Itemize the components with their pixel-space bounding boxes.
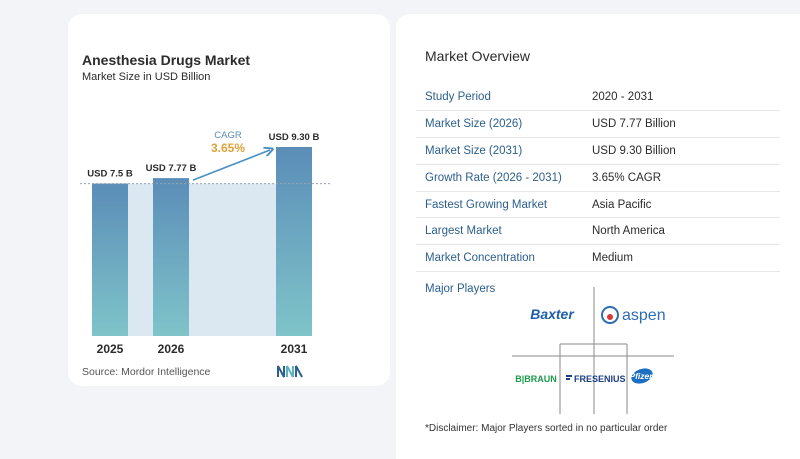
bar-2025 <box>92 183 128 336</box>
bar-2031 <box>276 147 312 336</box>
cagr-arrow <box>192 150 270 181</box>
overview-title: Market Overview <box>425 48 531 64</box>
x-tick-label: 2026 <box>158 342 185 356</box>
aspen-logo-icon <box>601 306 619 324</box>
overview-row-label: Fastest Growing Market <box>416 191 592 219</box>
value-label: USD 7.5 B <box>87 169 133 180</box>
value-label: USD 7.77 B <box>146 163 197 174</box>
bar-2026 <box>153 178 189 336</box>
disclaimer: *Disclaimer: Major Players sorted in no … <box>425 423 668 434</box>
overview-row-label: Market Concentration <box>416 244 592 273</box>
overview-row: Fastest Growing Market Asia Pacific <box>416 191 780 219</box>
overview-row-label: Growth Rate (2026 - 2031) <box>416 164 592 192</box>
overview-row: Largest Market North America <box>416 217 780 246</box>
cagr-label: CAGR <box>214 130 242 141</box>
fresenius-logo: FRESENIUS <box>574 374 626 384</box>
cagr-value: 3.65% <box>211 141 245 155</box>
overview-row-label: Market Size (2026) <box>416 110 592 139</box>
major-players-logos: Baxter aspen B|BRAUN FRESENIUS Pfizer <box>512 287 674 414</box>
baxter-logo: Baxter <box>530 306 575 322</box>
overview-row: Growth Rate (2026 - 2031) 3.65% CAGR <box>416 164 780 192</box>
growth-band <box>128 183 153 336</box>
overview-row: Market Size (2031) USD 9.30 Billion <box>416 137 780 165</box>
overview-card: Market Overview Study Period 2020 - 2031 M… <box>396 14 800 459</box>
pfizer-logo-icon <box>631 368 653 384</box>
overview-row: Market Concentration Medium <box>416 244 780 273</box>
pfizer-logo: Pfizer <box>629 371 653 381</box>
growth-band <box>189 183 276 336</box>
overview-row-value: Asia Pacific <box>592 191 780 219</box>
overview-table: Study Period 2020 - 2031 Market Size (2026… <box>416 84 780 273</box>
bar-chart: USD 7.5 B 2025 USD 7.77 B 2026 USD 9.30 B 203… <box>80 130 330 356</box>
overview-row-value: USD 7.77 Billion <box>592 110 780 139</box>
overview-row-value: 2020 - 2031 <box>592 84 780 112</box>
overview-row-label: Largest Market <box>416 217 592 246</box>
chart-source: Source: Mordor Intelligence <box>82 366 211 378</box>
overview-row-label: Study Period <box>416 84 592 112</box>
overview-row-value: North America <box>592 217 780 246</box>
overview-row: Study Period 2020 - 2031 <box>416 84 780 112</box>
overview-row: Market Size (2026) USD 7.77 Billion <box>416 110 780 139</box>
overview-row-value: Medium <box>592 244 780 273</box>
chart-title: Anesthesia Drugs Market <box>82 52 251 68</box>
overview-row-value: USD 9.30 Billion <box>592 137 780 165</box>
overview-row-value: 3.65% CAGR <box>592 164 780 192</box>
x-tick-label: 2025 <box>97 342 124 356</box>
mordor-logo-icon <box>277 365 303 378</box>
chart-card: Anesthesia Drugs Market Market Size in U… <box>68 14 390 386</box>
x-tick-label: 2031 <box>281 342 308 356</box>
aspen-logo: aspen <box>622 307 666 324</box>
major-players-title: Major Players <box>425 283 496 295</box>
bbraun-logo: B|BRAUN <box>515 374 557 384</box>
value-label: USD 9.30 B <box>269 132 320 143</box>
chart-subtitle: Market Size in USD Billion <box>82 71 211 83</box>
fresenius-logo-icon <box>566 375 572 380</box>
overview-row-label: Market Size (2031) <box>416 137 592 165</box>
